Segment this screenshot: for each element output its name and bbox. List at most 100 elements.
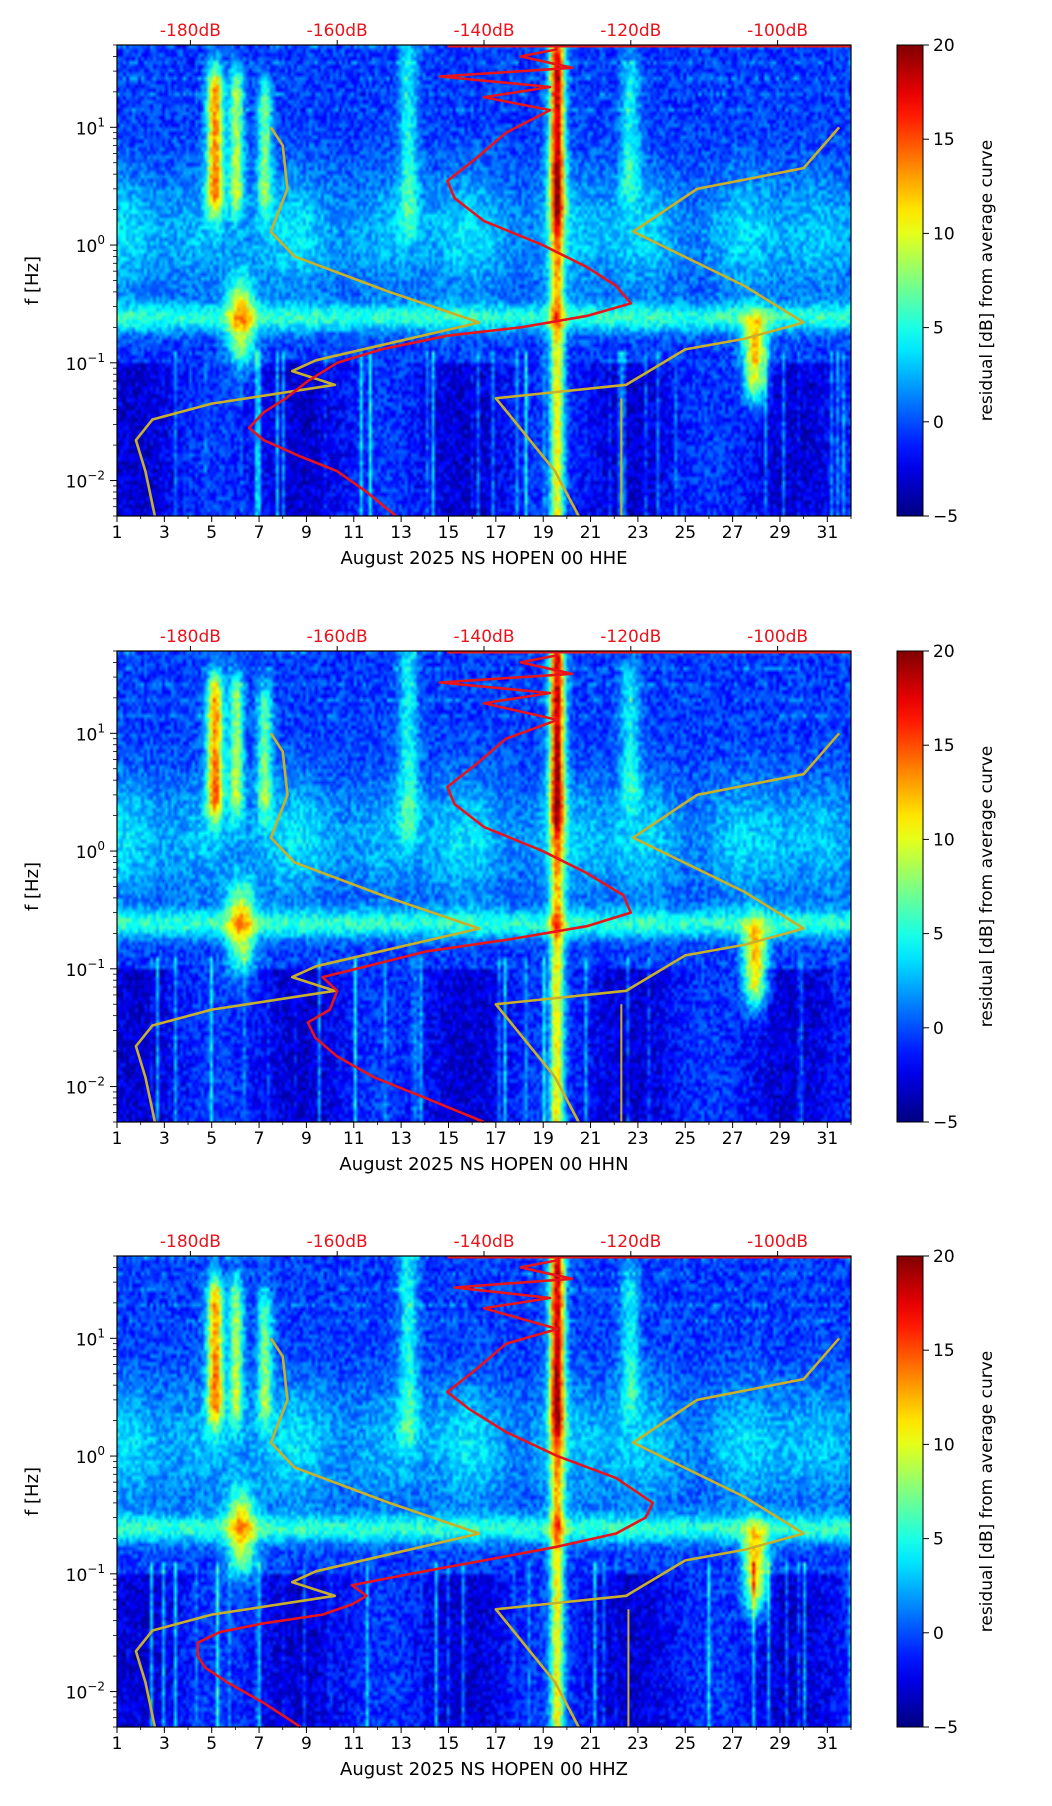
y-tick-label: 10−1: [66, 351, 105, 375]
x-tick-label: 9: [301, 1734, 312, 1754]
x-tick-label: 23: [627, 523, 649, 543]
x-tick-label: 5: [206, 1129, 217, 1149]
colorbar-label: residual [dB] from average curve: [977, 746, 997, 1027]
x-tick-label: 5: [206, 1734, 217, 1754]
colorbar-tick-label: 15: [933, 736, 955, 756]
x-axis-label: August 2025 NS HOPEN 00 HHZ: [340, 1759, 628, 1780]
y-tick-base: 10: [76, 843, 98, 863]
top-db-tick-label: -140dB: [453, 627, 514, 647]
x-tick-label: 3: [159, 1129, 170, 1149]
x-tick-label: 1: [112, 1129, 123, 1149]
top-db-tick-label: -160dB: [307, 1232, 368, 1252]
x-tick-label: 21: [580, 1129, 602, 1149]
y-tick-label: 100: [76, 233, 105, 257]
x-tick-label: 13: [390, 1129, 412, 1149]
colorbar-tick-label: 0: [933, 1019, 944, 1039]
x-tick-label: 17: [485, 1129, 507, 1149]
y-tick-label: 10−2: [66, 1075, 105, 1099]
x-tick-label: 19: [532, 1129, 554, 1149]
colorbar: [896, 650, 924, 1123]
spectrogram-heatmap: [117, 45, 851, 516]
top-db-tick-label: -160dB: [307, 21, 368, 41]
y-tick-exponent: −2: [87, 1075, 105, 1089]
x-tick-label: 23: [627, 1734, 649, 1754]
y-tick-exponent: 0: [97, 839, 105, 853]
gold-curve-right: [494, 126, 841, 517]
x-tick-label: 5: [206, 523, 217, 543]
y-tick-base: 10: [66, 1684, 88, 1704]
x-tick-label: 27: [722, 523, 744, 543]
gold-curve-left: [134, 732, 481, 1123]
y-tick-label: 10−1: [66, 1562, 105, 1586]
y-tick-base: 10: [66, 1079, 88, 1099]
top-db-tick-label: -120dB: [600, 627, 661, 647]
y-tick-base: 10: [66, 1566, 88, 1586]
top-db-tick-label: -180dB: [160, 21, 221, 41]
x-tick-label: 29: [769, 1129, 791, 1149]
top-db-tick-label: -140dB: [453, 21, 514, 41]
colorbar-tick-label: 15: [933, 130, 955, 150]
top-db-tick-label: -180dB: [160, 1232, 221, 1252]
x-tick-label: 11: [343, 523, 365, 543]
y-tick-label: 10−2: [66, 1680, 105, 1704]
x-tick-label: 29: [769, 523, 791, 543]
colorbar-tick-label: 0: [933, 413, 944, 433]
red-median-curve: [247, 47, 633, 518]
colorbar-tick-label: 5: [933, 925, 944, 945]
y-axis-label: f [Hz]: [22, 1467, 43, 1516]
y-tick-label: 101: [76, 721, 105, 745]
x-tick-label: 1: [112, 523, 123, 543]
x-tick-label: 31: [817, 1734, 839, 1754]
y-axis-label: f [Hz]: [22, 862, 43, 911]
x-tick-label: 25: [674, 1129, 696, 1149]
y-tick-exponent: 1: [97, 1326, 105, 1340]
x-tick-label: 15: [438, 1129, 460, 1149]
y-tick-base: 10: [66, 355, 88, 375]
y-tick-label: 100: [76, 1444, 105, 1468]
x-tick-label: 15: [438, 1734, 460, 1754]
x-tick-label: 9: [301, 523, 312, 543]
x-axis-label: August 2025 NS HOPEN 00 HHE: [340, 548, 627, 569]
y-tick-exponent: −2: [87, 1680, 105, 1694]
y-tick-label: 100: [76, 839, 105, 863]
y-tick-label: 101: [76, 1326, 105, 1350]
top-db-tick-label: -100dB: [747, 1232, 808, 1252]
colorbar-tick-label: −5: [933, 1113, 958, 1133]
x-tick-label: 9: [301, 1129, 312, 1149]
colorbar-tick-label: 10: [933, 1435, 955, 1455]
gold-curve-right: [494, 1337, 841, 1728]
x-tick-label: 13: [390, 523, 412, 543]
red-median-curve: [306, 653, 633, 1124]
y-tick-base: 10: [76, 119, 98, 139]
x-tick-label: 25: [674, 1734, 696, 1754]
top-db-tick-label: -120dB: [600, 21, 661, 41]
x-tick-label: 21: [580, 523, 602, 543]
y-tick-base: 10: [76, 1448, 98, 1468]
colorbar-tick-label: 5: [933, 1530, 944, 1550]
top-db-tick-label: -180dB: [160, 627, 221, 647]
x-tick-label: 19: [532, 523, 554, 543]
y-tick-exponent: 0: [97, 233, 105, 247]
top-db-tick-label: -140dB: [453, 1232, 514, 1252]
colorbar-tick-label: 10: [933, 224, 955, 244]
y-tick-exponent: −2: [87, 469, 105, 483]
gold-curve-left: [134, 126, 481, 517]
x-tick-label: 3: [159, 523, 170, 543]
colorbar: [896, 1255, 924, 1728]
colorbar-tick-label: 20: [933, 1247, 955, 1267]
y-tick-label: 10−2: [66, 469, 105, 493]
y-tick-label: 101: [76, 115, 105, 139]
y-tick-base: 10: [66, 473, 88, 493]
y-tick-base: 10: [66, 961, 88, 981]
colorbar-tick-label: 20: [933, 36, 955, 56]
x-tick-label: 17: [485, 1734, 507, 1754]
x-tick-label: 31: [817, 523, 839, 543]
y-tick-exponent: 0: [97, 1444, 105, 1458]
y-tick-base: 10: [76, 237, 98, 257]
colorbar-tick-label: 10: [933, 830, 955, 850]
colorbar: [896, 44, 924, 517]
